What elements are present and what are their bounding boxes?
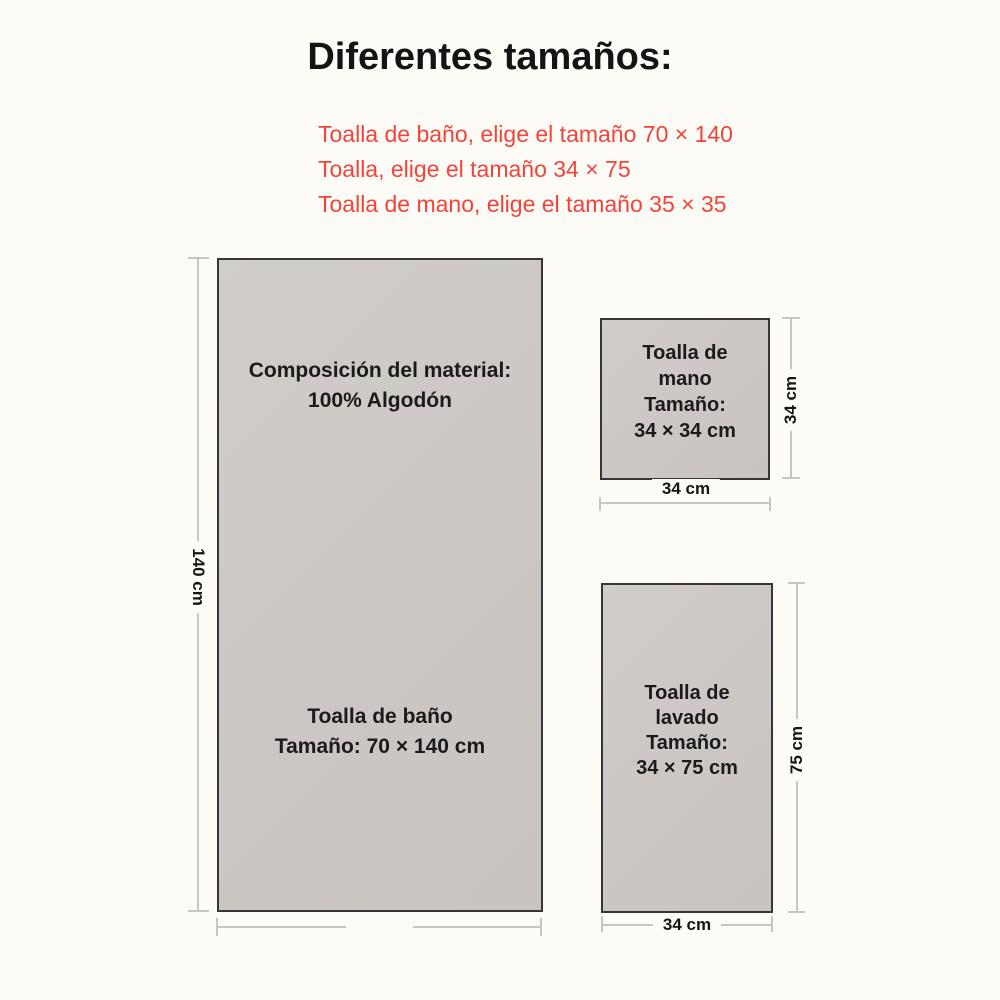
hand-label-line-2: mano bbox=[658, 368, 712, 390]
size-option-hand: Toalla de mano, elige el tamaño 35 × 35 bbox=[318, 191, 727, 217]
size-option-towel: Toalla, elige el tamaño 34 × 75 bbox=[318, 156, 631, 182]
bath-towel-name: Toalla de baño Tamaño: 70 × 140 cm bbox=[219, 702, 541, 762]
bath-name-line: Toalla de baño bbox=[307, 705, 453, 728]
hand-height-label: 34 cm bbox=[779, 368, 803, 432]
hand-towel-label: Toalla de mano Tamaño: 34 × 34 cm bbox=[602, 340, 768, 444]
hand-width-label: 34 cm bbox=[651, 479, 721, 499]
bath-size-line: Tamaño: 70 × 140 cm bbox=[274, 735, 486, 758]
wash-height-label: 75 cm bbox=[785, 718, 809, 782]
bath-height-tick-top bbox=[188, 257, 209, 259]
material-line-1: Composición del material: bbox=[248, 359, 512, 382]
bath-height-label: 140 cm bbox=[186, 541, 210, 613]
bath-width-line-left bbox=[217, 926, 346, 928]
wash-width-label: 34 cm bbox=[652, 915, 722, 935]
bath-towel-material: Composición del material: 100% Algodón bbox=[219, 356, 541, 416]
wash-label-line-3: Tamaño: bbox=[646, 732, 728, 754]
bath-width-tick-right bbox=[540, 918, 542, 936]
page-title: Diferentes tamaños: bbox=[307, 36, 673, 78]
material-line-2: 100% Algodón bbox=[308, 389, 452, 412]
wash-width-tick-right bbox=[771, 916, 773, 932]
hand-height-tick-top bbox=[782, 317, 800, 319]
wash-label-line-2: lavado bbox=[655, 707, 719, 729]
hand-label-line-1: Toalla de bbox=[642, 342, 728, 364]
hand-width-tick-right bbox=[769, 497, 771, 511]
wash-height-tick-bottom bbox=[788, 911, 805, 913]
size-option-bath: Toalla de baño, elige el tamaño 70 × 140 bbox=[318, 121, 733, 147]
bath-width-tick-left bbox=[216, 918, 218, 936]
bath-towel-rect: Composición del material: 100% Algodón T… bbox=[217, 258, 543, 912]
size-options-list: Toalla de baño, elige el tamaño 70 × 140… bbox=[318, 117, 733, 222]
wash-towel-rect: Toalla de lavado Tamaño: 34 × 75 cm bbox=[601, 583, 773, 913]
hand-label-line-4: 34 × 34 cm bbox=[634, 420, 736, 442]
hand-width-tick-left bbox=[599, 497, 601, 511]
hand-width-line bbox=[600, 502, 771, 504]
wash-width-tick-left bbox=[601, 916, 603, 932]
wash-label-line-4: 34 × 75 cm bbox=[636, 757, 738, 779]
wash-label-line-1: Toalla de bbox=[644, 682, 730, 704]
hand-height-tick-bottom bbox=[782, 477, 800, 479]
hand-towel-rect: Toalla de mano Tamaño: 34 × 34 cm bbox=[600, 318, 770, 480]
bath-width-line-right bbox=[413, 926, 542, 928]
bath-height-tick-bottom bbox=[188, 910, 209, 912]
hand-label-line-3: Tamaño: bbox=[644, 394, 726, 416]
wash-height-tick-top bbox=[788, 582, 805, 584]
wash-towel-label: Toalla de lavado Tamaño: 34 × 75 cm bbox=[603, 681, 771, 781]
